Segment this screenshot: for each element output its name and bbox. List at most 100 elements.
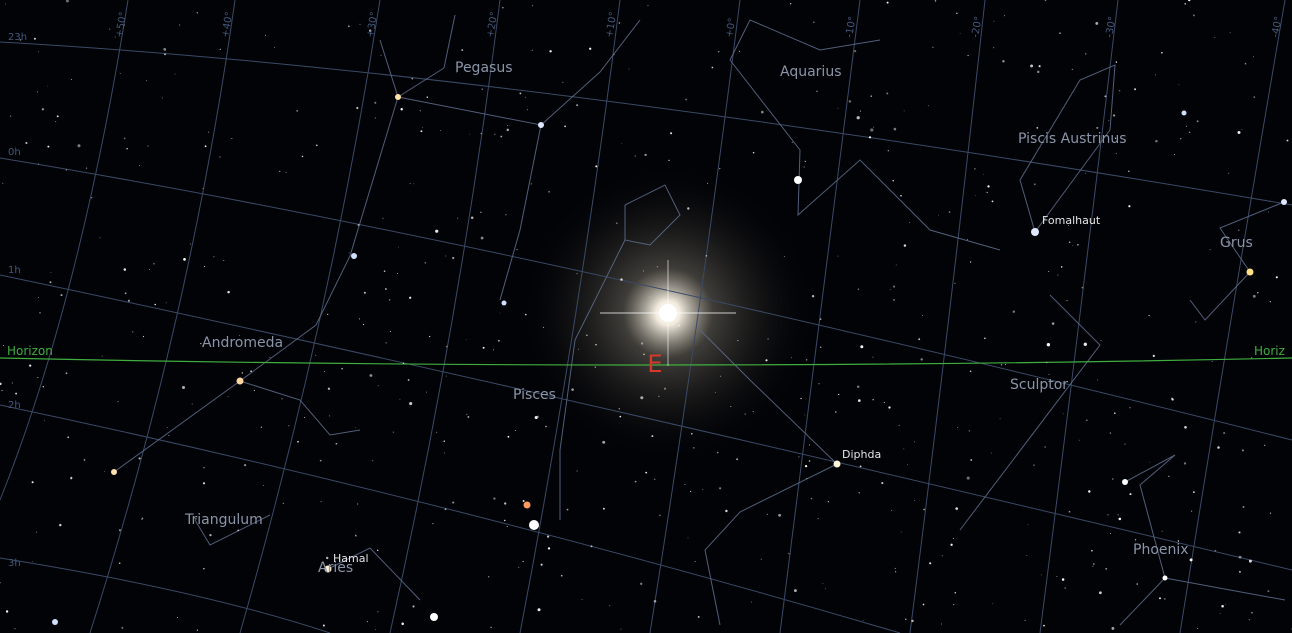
star <box>753 152 754 153</box>
star <box>1048 271 1049 272</box>
ra-label: 0h <box>8 147 21 158</box>
star <box>39 312 40 313</box>
star <box>668 160 669 161</box>
star <box>286 172 287 173</box>
star <box>640 583 642 585</box>
star <box>854 50 856 52</box>
star <box>192 403 193 404</box>
star <box>695 561 696 562</box>
star <box>375 629 376 630</box>
star <box>784 256 785 257</box>
star <box>219 156 220 157</box>
star <box>881 482 883 484</box>
star <box>213 256 214 257</box>
star <box>367 621 368 622</box>
star <box>532 5 533 6</box>
star <box>562 82 563 83</box>
star <box>761 559 762 560</box>
star <box>1065 588 1066 589</box>
star <box>798 456 799 457</box>
star <box>86 167 87 168</box>
star <box>1119 518 1122 521</box>
star <box>500 136 502 138</box>
star <box>761 111 764 114</box>
star <box>970 261 971 262</box>
star <box>717 452 719 454</box>
star <box>664 388 666 390</box>
star <box>789 554 790 555</box>
star <box>490 627 492 629</box>
star <box>532 50 533 51</box>
star <box>457 218 458 219</box>
star <box>281 398 283 400</box>
star <box>1220 613 1221 614</box>
star <box>635 481 637 483</box>
star <box>1215 550 1217 552</box>
star <box>905 619 906 620</box>
star <box>481 237 484 240</box>
star <box>363 324 364 325</box>
star <box>1184 462 1186 464</box>
star <box>323 624 325 626</box>
bright-star <box>1122 479 1128 485</box>
star <box>953 538 954 539</box>
ra-label: 2h <box>8 400 21 411</box>
star <box>1270 513 1271 514</box>
star <box>78 144 81 147</box>
horizon-label: Horiz <box>1254 344 1285 358</box>
star <box>488 576 489 577</box>
star <box>220 49 221 50</box>
star <box>36 532 37 533</box>
star <box>1039 65 1041 67</box>
star <box>790 3 791 4</box>
star <box>204 266 205 267</box>
star <box>1210 249 1211 250</box>
star <box>838 394 839 395</box>
star <box>591 545 593 547</box>
star <box>12 382 13 383</box>
star <box>849 100 852 103</box>
star <box>904 244 906 246</box>
star <box>163 48 166 51</box>
star <box>1159 597 1161 599</box>
star <box>283 503 284 504</box>
star <box>595 344 596 345</box>
star <box>38 163 39 164</box>
star <box>640 396 643 399</box>
star <box>619 22 621 24</box>
star <box>657 266 658 267</box>
star <box>1164 598 1166 600</box>
star <box>888 150 889 151</box>
star <box>649 297 650 298</box>
star <box>992 603 993 604</box>
star <box>955 283 956 284</box>
star <box>811 498 812 499</box>
star <box>922 315 923 316</box>
star <box>616 222 618 224</box>
star <box>29 364 31 366</box>
star <box>1025 620 1026 621</box>
star <box>1243 506 1245 508</box>
star <box>263 485 264 486</box>
star <box>141 519 142 520</box>
star <box>1086 420 1087 421</box>
star <box>1037 71 1039 73</box>
star <box>582 599 583 600</box>
star <box>403 363 404 364</box>
star <box>715 392 716 393</box>
star <box>589 48 591 50</box>
star <box>409 402 412 405</box>
star <box>860 111 861 112</box>
star-name: Diphda <box>842 448 881 461</box>
star <box>753 411 754 412</box>
star <box>903 448 904 449</box>
star <box>644 154 646 156</box>
star <box>1162 531 1163 532</box>
star <box>1189 132 1190 133</box>
star <box>1114 412 1116 414</box>
star <box>1072 69 1073 70</box>
star <box>719 168 720 169</box>
star <box>1134 88 1136 90</box>
star <box>1238 531 1240 533</box>
star <box>153 263 155 265</box>
